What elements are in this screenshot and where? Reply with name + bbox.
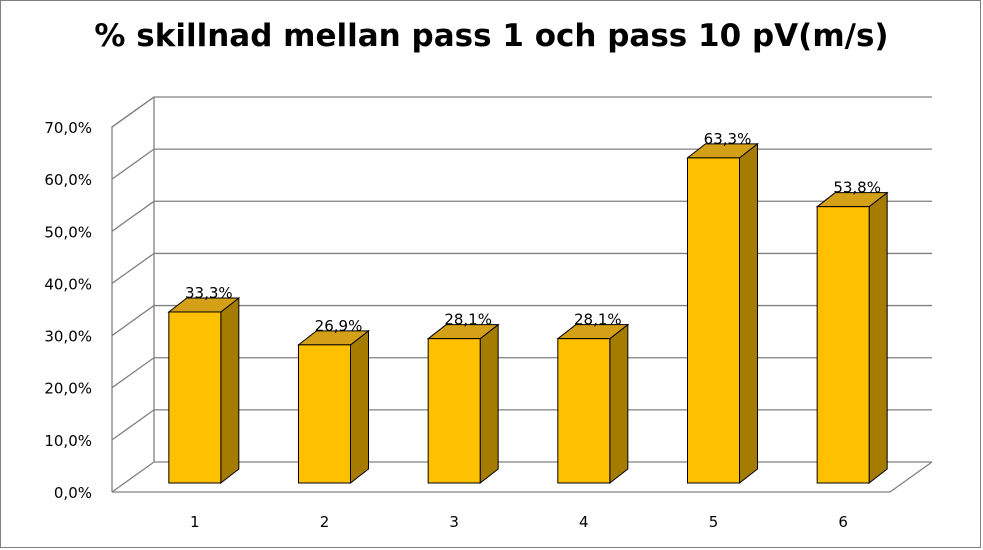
bars [167,142,889,485]
bar [167,296,241,485]
y-tick-label: 50,0% [44,223,92,241]
bar-side [350,329,369,485]
data-label: 63,3% [704,130,752,148]
bar-front [816,206,870,484]
x-tick-label: 4 [579,513,589,531]
bar-side [479,323,499,485]
bar-front [298,344,351,484]
bar [686,142,759,485]
bar-front [687,157,740,484]
x-tick-label: 5 [709,513,719,531]
y-tick-label: 20,0% [44,380,92,398]
gridline [111,148,932,180]
bar-front [557,338,611,484]
x-tick-label: 1 [190,513,200,531]
bar [815,191,889,485]
gridline [111,200,932,232]
x-tick-labels: 1 2 3 4 5 6 [190,513,848,531]
y-tick-label: 40,0% [44,275,92,293]
data-label: 28,1% [444,311,492,329]
grid-layer [111,96,933,493]
y-tick-label: 60,0% [44,171,92,189]
bar-side [220,296,240,485]
bar [426,323,500,485]
chart-title: % skillnad mellan pass 1 och pass 10 pV(… [94,18,889,54]
floor-edge [112,461,933,493]
data-label: 33,3% [185,284,233,302]
y-tick-label: 30,0% [44,328,92,346]
bar-side [739,142,758,485]
x-tick-label: 2 [320,513,330,531]
gridline [111,96,932,128]
y-tick-label: 70,0% [44,119,92,137]
gridline [111,252,932,284]
bar [297,329,370,485]
bar-front [168,311,222,484]
y-tick-label: 0,0% [54,484,92,502]
bar [556,323,630,485]
bar-side [868,191,888,485]
left-wall-edge [111,96,155,492]
data-label: 28,1% [574,311,622,329]
data-labels: 33,3% 26,9% 28,1% 28,1% 63,3% 53,8% [185,130,881,335]
y-tick-label: 10,0% [44,432,92,450]
data-label: 53,8% [833,179,881,197]
x-tick-label: 3 [449,513,459,531]
data-label: 26,9% [315,317,363,335]
x-tick-label: 6 [838,513,848,531]
y-tick-labels: 0,0% 10,0% 20,0% 30,0% 40,0% 50,0% 60,0% 70,0% [44,119,92,502]
bar-front [427,338,481,484]
bar-side [609,323,629,485]
